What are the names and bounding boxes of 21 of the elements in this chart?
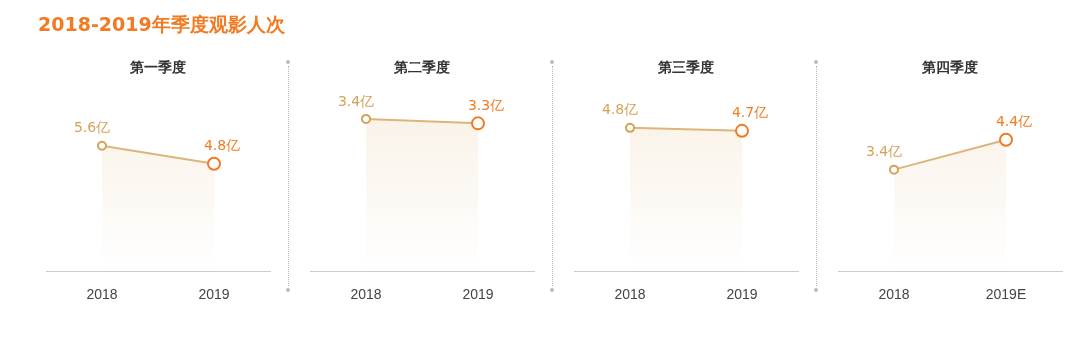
x-tick-label: 2018 bbox=[878, 286, 910, 303]
chart-title: 第四季度 bbox=[921, 58, 979, 77]
data-label: 3.4亿 bbox=[337, 92, 375, 109]
data-label: 4.8亿 bbox=[601, 101, 639, 118]
chart-title: 第二季度 bbox=[393, 58, 451, 77]
x-tick-label: 2019 bbox=[726, 286, 758, 303]
data-label: 3.3亿 bbox=[467, 97, 505, 113]
x-tick-label: 2018 bbox=[614, 286, 646, 303]
x-tick-label: 2018 bbox=[86, 286, 118, 303]
data-label: 4.7亿 bbox=[731, 104, 769, 121]
x-tick-label: 2018 bbox=[350, 286, 382, 303]
x-tick-label: 2019 bbox=[462, 286, 494, 303]
chart-title: 第三季度 bbox=[657, 58, 715, 77]
text: 2018-2019年季度观影人次 bbox=[38, 12, 285, 37]
x-tick-label: 2019 bbox=[198, 286, 230, 303]
chart-title: 第一季度 bbox=[129, 58, 187, 77]
data-label: 3.4亿 bbox=[865, 143, 903, 160]
data-label: 5.6亿 bbox=[73, 119, 111, 136]
data-label: 4.4亿 bbox=[995, 113, 1033, 130]
x-tick-label: 2019E bbox=[985, 286, 1027, 303]
data-label: 4.8亿 bbox=[203, 137, 241, 154]
